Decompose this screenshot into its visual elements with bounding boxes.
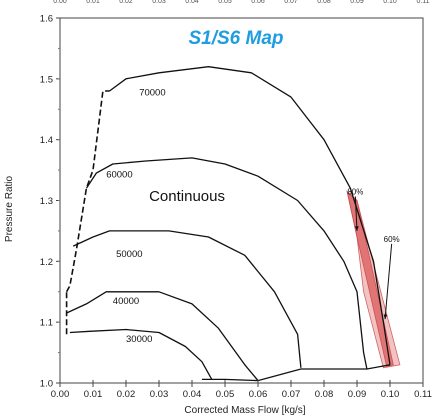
top-tick-label: 0.05 — [218, 0, 232, 5]
x-axis-title: Corrected Mass Flow [kg/s] — [184, 405, 305, 416]
speed-lines — [65, 66, 391, 382]
top-tick-label: 0.08 — [317, 0, 331, 5]
efficiency-label-80pct: 80% — [347, 187, 363, 196]
top-tick-label: 0.09 — [350, 0, 364, 5]
y-tick-label: 1.6 — [40, 14, 53, 25]
speed-label-30000: 30000 — [126, 334, 152, 345]
x-tick-label: 0.01 — [84, 389, 103, 400]
x-tick-label: 0.11 — [414, 389, 432, 400]
x-tick-label: 0.04 — [183, 389, 202, 400]
top-tick-label: 0.03 — [152, 0, 166, 5]
y-tick-label: 1.4 — [40, 135, 53, 146]
x-tick-label: 0.02 — [117, 389, 136, 400]
chart-labels: 0.00 0.01 0.02 0.03 0.04 0.05 0.06 0.07 0.08 0.09… — [40, 14, 432, 401]
x-tick-label: 0.05 — [216, 389, 235, 400]
speed-label-60000: 60000 — [106, 169, 132, 180]
top-tick-row: 0.00 0.01 0.02 0.03 0.04 0.05 0.06 0.07 0.08 0.09… — [53, 0, 429, 5]
efficiency-label-60pct: 60% — [384, 235, 400, 244]
x-tick-label: 0.00 — [51, 389, 70, 400]
choke-line — [201, 364, 391, 382]
x-tick-label: 0.10 — [381, 389, 400, 400]
y-axis-title: Pressure Ratio — [4, 175, 15, 242]
surge-line — [65, 90, 110, 293]
top-tick-label: 0.07 — [284, 0, 298, 5]
chart-title: S1/S6 Map — [188, 28, 283, 49]
y-tick-label: 1.0 — [40, 379, 53, 390]
speed-line-30000 — [69, 328, 213, 380]
region-label: Continuous — [149, 188, 225, 205]
top-tick-label: 0.10 — [383, 0, 397, 5]
axes — [56, 17, 424, 387]
top-tick-label: 0.06 — [251, 0, 265, 5]
speed-line-50000 — [72, 230, 302, 368]
y-tick-label: 1.3 — [40, 196, 53, 207]
top-tick-label: 0.01 — [86, 0, 100, 5]
efficiency-regions — [346, 190, 401, 369]
efficiency-arrow — [354, 196, 358, 231]
x-tick-label: 0.06 — [249, 389, 268, 400]
speed-label-40000: 40000 — [113, 296, 139, 307]
speed-line-40000 — [66, 291, 259, 382]
efficiency-arrowhead — [383, 314, 388, 320]
x-tick-label: 0.03 — [150, 389, 169, 400]
speed-line-70000 — [109, 66, 391, 365]
y-tick-label: 1.1 — [40, 318, 53, 329]
top-tick-label: 0.02 — [119, 0, 133, 5]
efficiency-arrow — [384, 243, 393, 320]
plot-frame — [59, 17, 424, 384]
speed-line-60000 — [85, 157, 368, 370]
top-tick-label: 0.11 — [416, 0, 429, 5]
y-tick-label: 1.5 — [40, 74, 53, 85]
x-tick-label: 0.07 — [282, 389, 301, 400]
x-tick-label: 0.08 — [315, 389, 334, 400]
top-tick-label: 0.00 — [53, 0, 67, 5]
speed-label-70000: 70000 — [139, 87, 165, 98]
x-tick-label: 0.09 — [348, 389, 367, 400]
efficiency-arrowhead — [354, 226, 359, 231]
top-tick-label: 0.04 — [185, 0, 199, 5]
y-tick-label: 1.2 — [40, 257, 53, 268]
speed-label-50000: 50000 — [116, 249, 142, 260]
